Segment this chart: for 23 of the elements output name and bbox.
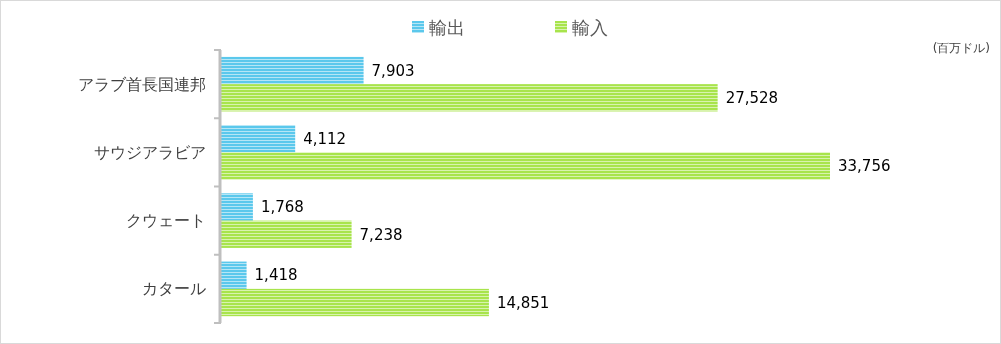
text: (百万ドル): [932, 41, 990, 55]
legend-label: 輸入: [572, 17, 608, 39]
bar: [221, 152, 830, 180]
data-label: 1,418: [254, 266, 298, 285]
bar: [221, 193, 253, 221]
data-label: 4,112: [303, 129, 347, 148]
data-label: 14,851: [496, 293, 550, 312]
data-label: 1,768: [260, 198, 304, 217]
bar: [221, 56, 364, 85]
y-tick-label: サウジアラビア: [94, 142, 206, 162]
bar: [221, 288, 489, 317]
bar: [221, 125, 296, 153]
data-label: 33,756: [838, 157, 891, 176]
bar: [221, 261, 247, 289]
legend-label: 輸出: [429, 17, 465, 39]
y-tick-label: アラブ首長国連邦: [78, 74, 206, 94]
data-label: 27,528: [725, 89, 779, 108]
data-label: 7,903: [371, 61, 415, 80]
bar: [221, 84, 718, 112]
y-tick-label: クウェート: [126, 211, 206, 231]
data-label: 7,238: [359, 225, 403, 244]
bar: [221, 220, 352, 248]
y-tick-label: カタール: [142, 279, 206, 299]
